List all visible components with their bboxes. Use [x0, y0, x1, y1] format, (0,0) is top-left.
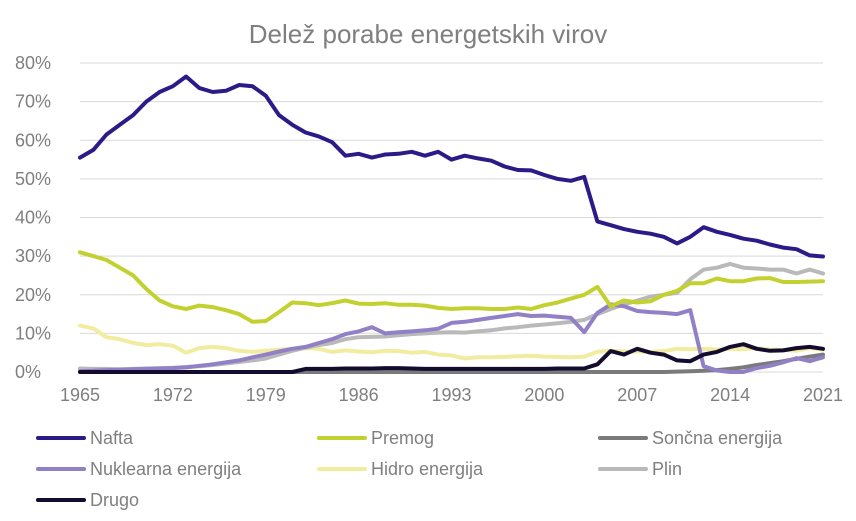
y-tick-label: 10% [15, 323, 51, 343]
y-tick-label: 70% [15, 92, 51, 112]
series-line-nafta [78, 74, 825, 259]
axes: 0% 10% 20% 30% 40% 50% 60% 70% 80% 1965 1972 1979 19… [15, 53, 843, 405]
series-line-nuklearna-energija [78, 302, 825, 374]
x-tick-label: 1965 [60, 385, 100, 405]
x-tick-label: 2000 [524, 385, 564, 405]
legend-label: Premog [371, 428, 434, 448]
series-line-premog [78, 250, 825, 324]
legend-item: Premog [317, 428, 434, 448]
x-tick-label: 2021 [803, 385, 843, 405]
x-tick-label: 1986 [339, 385, 379, 405]
legend-label: Sončna energija [652, 428, 783, 448]
series-lines [78, 74, 825, 374]
legend-label: Hidro energija [371, 459, 484, 479]
legend-item: Hidro energija [317, 459, 484, 479]
y-tick-label: 40% [15, 208, 51, 228]
x-tick-label: 2007 [617, 385, 657, 405]
y-tick-label: 50% [15, 169, 51, 189]
y-tick-label: 60% [15, 130, 51, 150]
chart-title: Delež porabe energetskih virov [249, 19, 607, 49]
x-tick-label: 2014 [710, 385, 750, 405]
x-tick-label: 1972 [153, 385, 193, 405]
legend-label: Drugo [90, 490, 139, 510]
legend-label: Nafta [90, 428, 134, 448]
y-tick-label: 0% [15, 362, 41, 382]
x-tick-label: 1979 [246, 385, 286, 405]
legend-label: Plin [652, 459, 682, 479]
legend-item: Nafta [36, 428, 134, 448]
series-line-drugo [78, 342, 825, 374]
y-tick-label: 80% [15, 53, 51, 73]
legend-item: Sončna energija [598, 428, 783, 448]
legend-item: Nuklearna energija [36, 459, 242, 479]
legend-label: Nuklearna energija [90, 459, 242, 479]
y-tick-label: 30% [15, 246, 51, 266]
legend: Nafta Premog Sončna energija Nuklearna ener… [36, 428, 783, 510]
x-tick-label: 1993 [431, 385, 471, 405]
legend-item: Drugo [36, 490, 139, 510]
y-tick-label: 20% [15, 285, 51, 305]
legend-item: Plin [598, 459, 682, 479]
grid-lines [80, 62, 823, 334]
